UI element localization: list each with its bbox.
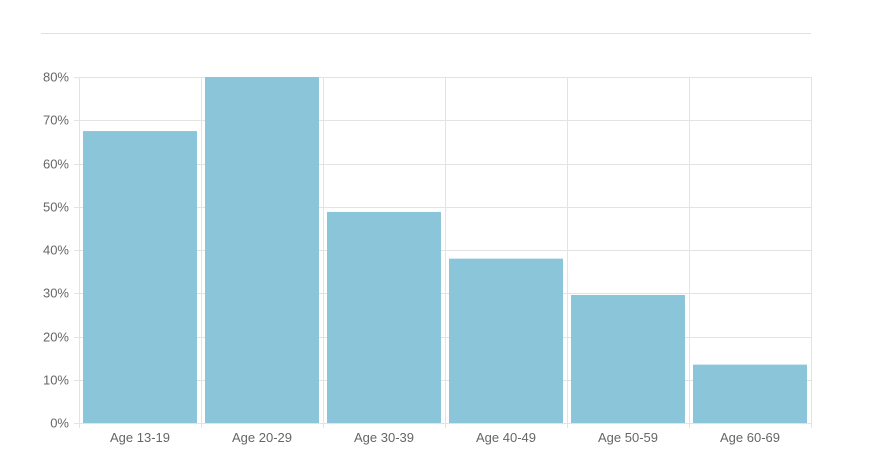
y-tick-label: 50% [43,200,69,215]
y-tick-label: 70% [43,113,69,128]
x-tick-label: Age 40-49 [476,430,536,445]
y-axis-ticks: 0% 10% 20% 30% 40% 50% 60% 70% 80% [43,70,69,431]
bar-age-60-69[interactable] [693,364,807,423]
x-tick-label: Age 13-19 [110,430,170,445]
y-tick-label: 60% [43,157,69,172]
bar-age-20-29[interactable] [205,77,319,423]
x-axis-ticks: Age 13-19 Age 20-29 Age 30-39 Age 40-49 Age … [110,430,780,445]
y-tick-label: 40% [43,243,69,258]
x-tick-label: Age 50-59 [598,430,658,445]
y-tick-label: 80% [43,70,69,85]
y-tick-label: 20% [43,330,69,345]
bar-age-30-39[interactable] [327,211,441,423]
x-tick-label: Age 30-39 [354,430,414,445]
y-tick-label: 10% [43,373,69,388]
bar-age-40-49[interactable] [449,258,563,423]
bars-layer [83,77,807,423]
x-tick-label: Age 20-29 [232,430,292,445]
bar-age-50-59[interactable] [571,294,685,423]
y-tick-label: 0% [50,416,69,431]
top-divider [41,33,811,34]
x-tick-label: Age 60-69 [720,430,780,445]
y-tick-label: 30% [43,286,69,301]
bar-age-13-19[interactable] [83,131,197,423]
